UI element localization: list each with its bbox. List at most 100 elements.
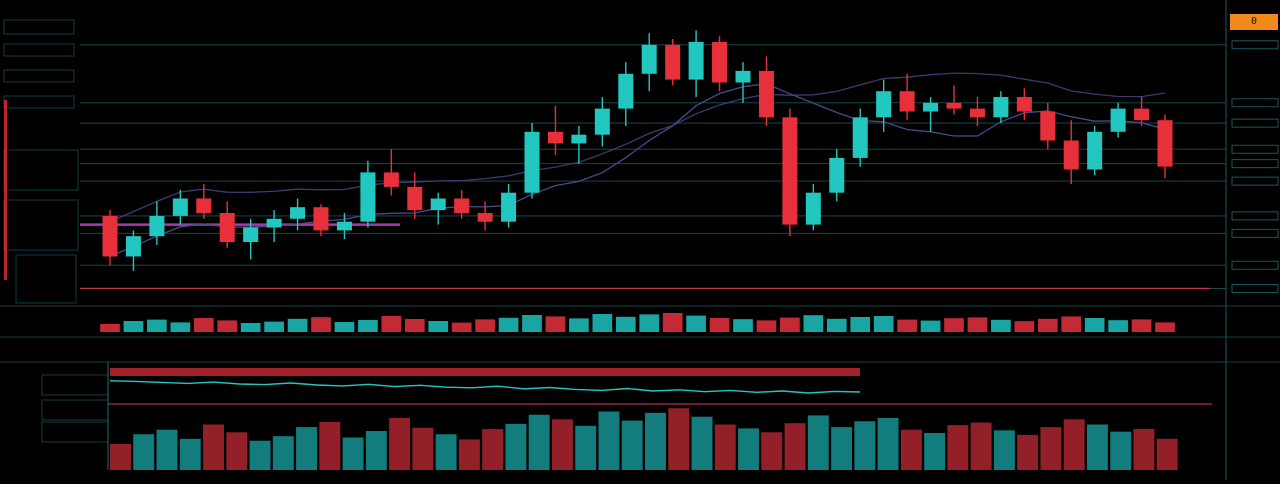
candle-body xyxy=(266,218,282,228)
candle-body xyxy=(125,236,141,257)
volume-bar xyxy=(615,316,636,332)
histogram-bar xyxy=(505,423,527,470)
histogram-bar xyxy=(133,434,155,470)
volume-bar xyxy=(147,319,167,332)
histogram-bar xyxy=(179,438,201,470)
histogram-bar xyxy=(900,429,922,470)
candle-body xyxy=(336,221,352,231)
volume-bar xyxy=(522,315,542,332)
histogram-bar xyxy=(296,427,318,470)
volume-bar xyxy=(991,319,1011,332)
candle-body xyxy=(501,192,517,222)
histogram-bar xyxy=(924,432,946,470)
volume-bar xyxy=(780,317,800,332)
candle-body xyxy=(993,97,1009,118)
price-axis-tick-box xyxy=(1231,40,1279,50)
histogram-bar xyxy=(342,437,364,470)
histogram-bar xyxy=(831,427,853,470)
volume-bar xyxy=(100,324,120,332)
volume-bar xyxy=(592,314,613,332)
price-axis-tick-box xyxy=(1231,159,1279,169)
histogram-bar xyxy=(458,439,480,470)
histogram-bar xyxy=(226,432,248,470)
volume-bar xyxy=(756,320,777,332)
volume-bar xyxy=(639,314,660,332)
histogram-bar xyxy=(1040,427,1062,470)
histogram-bar xyxy=(249,440,271,470)
candle-body xyxy=(969,108,985,118)
histogram-bar xyxy=(854,421,876,470)
volume-bar xyxy=(967,317,988,332)
histogram-bar xyxy=(575,425,597,470)
price-axis-tick-box xyxy=(1231,283,1279,293)
histogram-bar xyxy=(551,419,573,470)
volume-bar xyxy=(803,315,824,332)
volume-bar xyxy=(733,319,753,332)
histogram-bar xyxy=(691,416,713,470)
volume-bar xyxy=(709,318,730,332)
volume-bar xyxy=(358,320,378,332)
histogram-bar xyxy=(319,421,341,470)
candle-body xyxy=(524,131,540,193)
volume-bar xyxy=(1061,316,1082,332)
candle-body xyxy=(712,41,728,83)
volume-bar xyxy=(850,317,871,332)
candle-body xyxy=(688,41,704,80)
histogram-bar xyxy=(598,411,620,470)
candle-body xyxy=(758,70,774,118)
histogram-bar xyxy=(1110,431,1132,470)
histogram-bar xyxy=(993,430,1015,470)
candle-body xyxy=(102,215,118,257)
candle-body xyxy=(1134,108,1150,121)
legend-box xyxy=(41,421,109,443)
legend-box xyxy=(3,19,75,35)
moving-average-line xyxy=(109,72,1166,223)
legend-box xyxy=(3,199,79,251)
candle-body xyxy=(1063,140,1079,170)
histogram-bar xyxy=(203,424,224,470)
moving-average-line xyxy=(109,83,1166,258)
volume-bar xyxy=(287,318,308,332)
candle-body xyxy=(196,198,212,213)
histogram-bar xyxy=(784,423,806,470)
candle-body xyxy=(829,157,845,193)
histogram-bar xyxy=(110,444,131,470)
volume-bar xyxy=(545,316,566,332)
candle-body xyxy=(946,102,962,109)
volume-bar xyxy=(240,323,261,332)
candle-body xyxy=(618,73,634,109)
histogram-bar xyxy=(1063,419,1085,470)
candle-body xyxy=(243,227,259,242)
candle-body xyxy=(290,207,306,219)
candle-body xyxy=(1087,131,1103,170)
histogram-bar xyxy=(1133,429,1155,470)
candle-body xyxy=(149,215,165,237)
histogram-bar xyxy=(947,425,969,470)
histogram-bar xyxy=(621,420,643,470)
candle-body xyxy=(1110,108,1126,132)
histogram-bar xyxy=(412,427,434,470)
volume-bar xyxy=(873,316,894,332)
volume-bar xyxy=(920,320,941,332)
candle-body xyxy=(477,213,493,222)
histogram-bar xyxy=(482,429,504,470)
candle-body xyxy=(571,134,587,144)
volume-bar xyxy=(662,313,683,332)
candle-body xyxy=(805,192,821,225)
candle-body xyxy=(383,172,399,187)
price-axis-tick-box xyxy=(1231,98,1279,108)
candle-body xyxy=(641,44,657,74)
candle-body xyxy=(547,131,563,144)
volume-bar xyxy=(1014,321,1035,332)
legend-box xyxy=(41,374,109,396)
volume-bar xyxy=(569,318,589,332)
candle-body xyxy=(360,172,376,222)
histogram-bar xyxy=(156,429,178,470)
volume-bar xyxy=(311,317,331,332)
volume-bar xyxy=(217,320,238,332)
volume-bar xyxy=(193,318,214,332)
price-axis-tick-box xyxy=(1231,144,1279,154)
candle-body xyxy=(430,198,446,211)
candle-body xyxy=(735,70,751,83)
